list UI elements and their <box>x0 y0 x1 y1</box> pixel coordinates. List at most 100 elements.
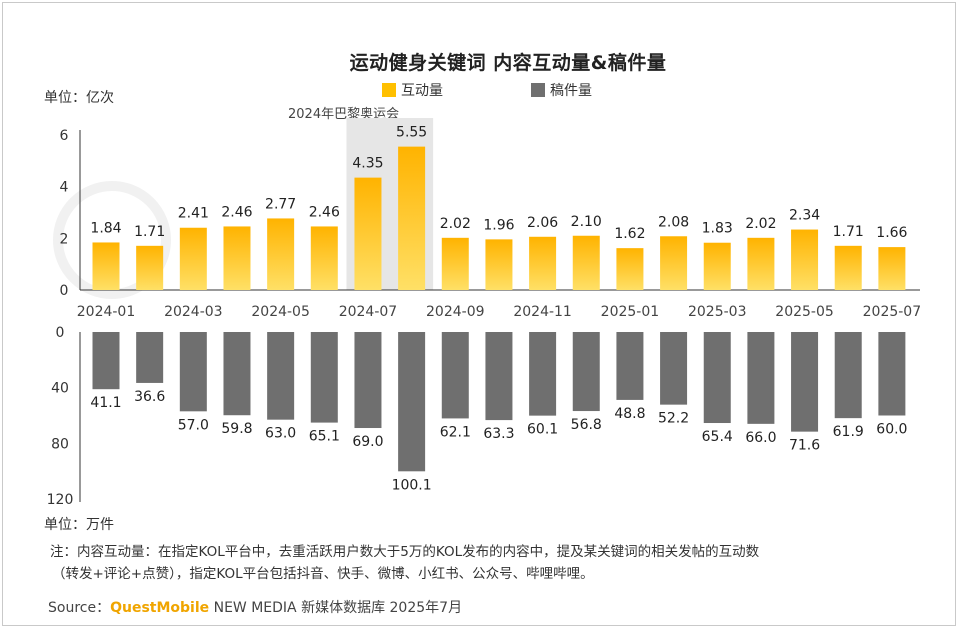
interaction-bar <box>878 247 906 290</box>
chart-title: 运动健身关键词 内容互动量&稿件量 <box>349 52 667 74</box>
interaction-bar <box>834 245 862 290</box>
article-value-label: 60.1 <box>527 422 558 438</box>
top-y-tick-label: 0 <box>60 283 69 299</box>
bottom-y-tick-label: 0 <box>56 325 65 341</box>
interaction-bar <box>441 237 469 290</box>
footnote: 注：内容互动量：在指定KOL平台中，去重活跃用户数大于5万的KOL发布的内容中，… <box>50 541 759 585</box>
interaction-value-label: 1.66 <box>876 225 907 241</box>
article-value-label: 36.6 <box>134 389 165 405</box>
article-value-label: 69.0 <box>352 434 383 450</box>
interaction-value-label: 4.35 <box>352 156 383 172</box>
interaction-value-label: 1.83 <box>702 221 733 237</box>
article-bar <box>441 332 469 419</box>
article-value-label: 100.1 <box>392 477 432 493</box>
source-prefix: Source： <box>48 600 111 616</box>
article-bar <box>660 332 688 405</box>
interaction-bar <box>616 248 644 290</box>
article-bar <box>223 332 251 416</box>
legend-item-interactions: 互动量 <box>382 80 443 100</box>
interaction-value-label: 2.02 <box>440 216 471 232</box>
article-value-label: 60.0 <box>876 422 907 438</box>
x-tick-label: 2025-01 <box>601 304 660 320</box>
x-tick-label: 2024-11 <box>513 304 572 320</box>
interaction-bar <box>572 235 600 290</box>
footnote-line-2: （转发+评论+点赞），指定KOL平台包括抖音、快手、微博、小红书、公众号、哔哩哔… <box>52 566 594 582</box>
interaction-bar <box>267 218 295 290</box>
article-value-label: 62.1 <box>440 424 471 440</box>
x-tick-label: 2025-07 <box>863 304 922 320</box>
interaction-value-label: 1.71 <box>134 224 165 240</box>
article-bar <box>616 332 644 400</box>
article-value-label: 65.1 <box>309 429 340 445</box>
article-value-label: 63.3 <box>483 426 514 442</box>
source-line: Source：QuestMobile NEW MEDIA 新媒体数据库 2025… <box>48 597 462 617</box>
article-bar <box>791 332 819 432</box>
x-tick-label: 2024-03 <box>164 304 223 320</box>
interaction-bar <box>485 239 513 290</box>
interaction-value-label: 1.96 <box>483 217 514 233</box>
interaction-value-label: 2.08 <box>658 214 689 230</box>
x-tick-label: 2025-05 <box>775 304 834 320</box>
article-bar <box>92 332 120 390</box>
article-value-label: 59.8 <box>221 421 252 437</box>
x-tick-label: 2024-09 <box>426 304 485 320</box>
interaction-bar <box>354 177 382 290</box>
article-value-label: 41.1 <box>90 395 121 411</box>
source-suffix: NEW MEDIA 新媒体数据库 2025年7月 <box>209 600 463 616</box>
article-bar <box>485 332 513 421</box>
x-tick-label: 2025-03 <box>688 304 747 320</box>
legend-item-articles: 稿件量 <box>531 80 592 100</box>
article-value-label: 48.8 <box>614 406 645 422</box>
article-value-label: 63.0 <box>265 426 296 442</box>
article-value-label: 65.4 <box>702 429 733 445</box>
interaction-value-label: 2.06 <box>527 215 558 231</box>
interaction-bar <box>529 236 557 290</box>
watermark-ring-icon <box>53 181 171 299</box>
legend-swatch-interactions <box>382 83 396 97</box>
interaction-bar <box>223 226 251 290</box>
article-value-label: 61.9 <box>833 424 864 440</box>
interaction-bar <box>136 245 164 290</box>
interaction-value-label: 2.10 <box>571 214 602 230</box>
article-bar <box>398 332 426 472</box>
top-y-tick-label: 2 <box>60 231 69 247</box>
article-value-label: 52.2 <box>658 411 689 427</box>
footnote-line-1: 注：内容互动量：在指定KOL平台中，去重活跃用户数大于5万的KOL发布的内容中，… <box>50 544 760 560</box>
article-bar <box>136 332 164 383</box>
interaction-bar <box>398 146 426 290</box>
x-tick-label: 2024-07 <box>339 304 398 320</box>
bottom-unit-label: 单位：万件 <box>44 517 114 533</box>
article-bar <box>354 332 382 429</box>
top-y-tick-label: 4 <box>60 180 69 196</box>
interaction-bar <box>660 236 688 290</box>
legend-label-articles: 稿件量 <box>550 83 592 99</box>
interaction-bar <box>747 237 775 290</box>
interaction-value-label: 1.71 <box>833 224 864 240</box>
article-bar <box>529 332 557 416</box>
top-y-tick-label: 6 <box>60 128 69 144</box>
article-value-label: 56.8 <box>571 417 602 433</box>
interaction-value-label: 1.62 <box>614 226 645 242</box>
article-bar <box>878 332 906 416</box>
article-bar <box>572 332 600 412</box>
interaction-value-label: 1.84 <box>90 220 121 236</box>
interaction-bar <box>703 242 731 290</box>
legend-swatch-articles <box>531 83 545 97</box>
article-bar <box>834 332 862 419</box>
article-bar <box>703 332 731 424</box>
interaction-bar <box>92 242 120 290</box>
bottom-y-tick-label: 120 <box>47 492 74 508</box>
interaction-bar <box>179 227 207 290</box>
interaction-value-label: 2.77 <box>265 196 296 212</box>
source-brand: QuestMobile <box>110 600 210 616</box>
article-value-label: 66.0 <box>745 430 776 446</box>
legend-label-interactions: 互动量 <box>401 83 443 99</box>
bottom-y-tick-label: 40 <box>51 381 69 397</box>
interaction-value-label: 5.55 <box>396 125 427 141</box>
article-bar <box>747 332 775 424</box>
article-value-label: 57.0 <box>178 417 209 433</box>
article-bar <box>310 332 338 423</box>
interaction-value-label: 2.46 <box>221 204 252 220</box>
